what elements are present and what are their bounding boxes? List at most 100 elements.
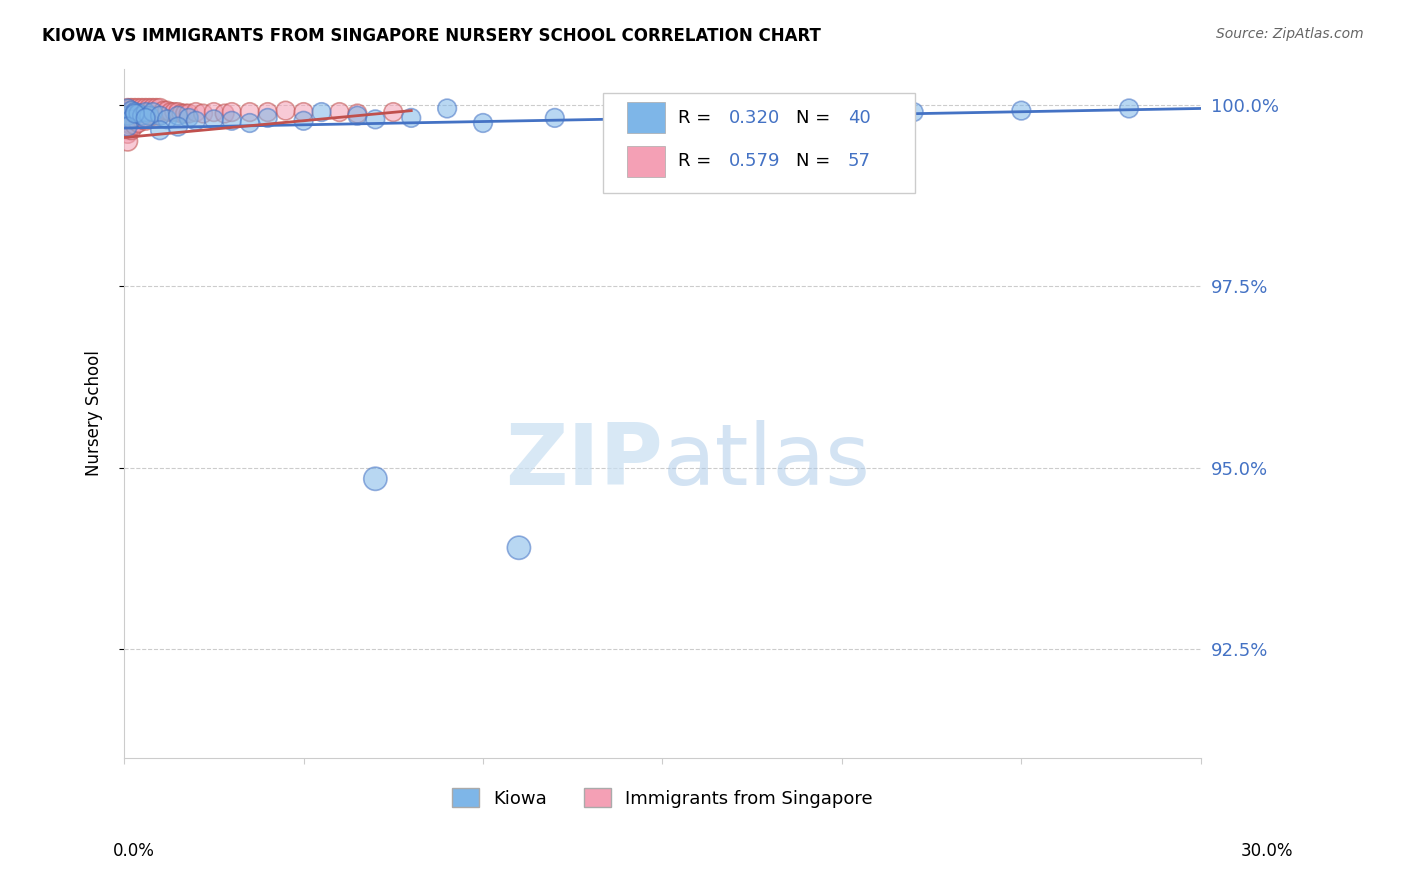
Point <box>382 105 405 120</box>
Text: N =: N = <box>796 153 837 170</box>
Point <box>346 109 368 123</box>
Point <box>117 127 139 141</box>
Point <box>120 103 142 118</box>
Point <box>127 111 149 125</box>
Point <box>202 112 225 127</box>
Point <box>135 102 157 116</box>
Point <box>177 111 200 125</box>
FancyBboxPatch shape <box>603 93 915 193</box>
Y-axis label: Nursery School: Nursery School <box>86 351 103 476</box>
Point <box>159 105 181 120</box>
Point <box>117 102 139 116</box>
Point <box>138 102 160 116</box>
Point <box>167 109 190 123</box>
Point <box>135 113 157 128</box>
Point <box>149 123 172 137</box>
Point <box>292 113 315 128</box>
Point <box>131 106 153 120</box>
Point <box>117 116 139 130</box>
Text: 57: 57 <box>848 153 870 170</box>
Point <box>124 106 146 120</box>
Point <box>117 120 139 134</box>
Point <box>117 102 139 116</box>
Point <box>127 102 149 116</box>
Text: atlas: atlas <box>662 420 870 503</box>
Text: 40: 40 <box>848 109 870 127</box>
Point <box>145 102 167 116</box>
Point <box>135 105 157 120</box>
Point <box>142 105 165 120</box>
Point <box>149 109 172 123</box>
Point <box>436 102 458 116</box>
Point <box>120 102 142 116</box>
Point <box>346 106 368 120</box>
Point <box>124 102 146 116</box>
Point <box>135 111 157 125</box>
Text: 0.579: 0.579 <box>730 153 780 170</box>
Text: KIOWA VS IMMIGRANTS FROM SINGAPORE NURSERY SCHOOL CORRELATION CHART: KIOWA VS IMMIGRANTS FROM SINGAPORE NURSE… <box>42 27 821 45</box>
Point <box>184 105 207 120</box>
Text: ZIP: ZIP <box>505 420 662 503</box>
Point <box>1010 103 1032 118</box>
Point <box>117 123 139 137</box>
Point <box>544 111 567 125</box>
Point <box>131 112 153 127</box>
Point <box>120 123 142 137</box>
Text: 0.320: 0.320 <box>730 109 780 127</box>
Point <box>131 102 153 116</box>
Point <box>221 105 243 120</box>
Point <box>120 112 142 127</box>
Text: Source: ZipAtlas.com: Source: ZipAtlas.com <box>1216 27 1364 41</box>
Point <box>723 109 745 123</box>
Point <box>117 109 139 123</box>
Point <box>170 106 193 120</box>
Point <box>256 105 278 120</box>
Text: 0.0%: 0.0% <box>112 842 155 860</box>
Point <box>135 106 157 120</box>
Point <box>131 109 153 123</box>
Point <box>120 109 142 123</box>
Point <box>152 103 174 118</box>
Point <box>167 120 190 134</box>
Point <box>508 541 530 555</box>
FancyBboxPatch shape <box>627 145 665 177</box>
Point <box>117 120 139 134</box>
Point <box>124 105 146 120</box>
Point <box>292 105 315 120</box>
Point <box>1118 102 1140 116</box>
Point <box>120 113 142 128</box>
Point <box>127 106 149 120</box>
Point <box>214 106 236 120</box>
Point <box>221 113 243 128</box>
Point <box>120 118 142 132</box>
Point <box>191 106 214 120</box>
Legend: Kiowa, Immigrants from Singapore: Kiowa, Immigrants from Singapore <box>444 781 880 815</box>
Point <box>138 109 160 123</box>
Point <box>239 105 262 120</box>
Point <box>142 102 165 116</box>
Text: R =: R = <box>678 153 717 170</box>
Point <box>256 111 278 125</box>
Point <box>127 106 149 120</box>
Point <box>163 105 186 120</box>
Point <box>117 109 139 123</box>
Point <box>202 105 225 120</box>
Point <box>145 109 167 123</box>
Point <box>903 105 925 120</box>
Text: R =: R = <box>678 109 717 127</box>
Text: 30.0%: 30.0% <box>1241 842 1294 860</box>
Point <box>149 102 172 116</box>
Point <box>156 112 179 127</box>
Point <box>167 105 190 120</box>
Point <box>472 116 495 130</box>
Point <box>117 105 139 120</box>
Point <box>364 472 387 486</box>
Point <box>651 105 673 120</box>
Point <box>328 105 350 120</box>
FancyBboxPatch shape <box>627 103 665 134</box>
Point <box>117 112 139 127</box>
Point <box>399 111 422 125</box>
Point <box>177 106 200 120</box>
Point <box>138 109 160 123</box>
Point <box>117 134 139 148</box>
